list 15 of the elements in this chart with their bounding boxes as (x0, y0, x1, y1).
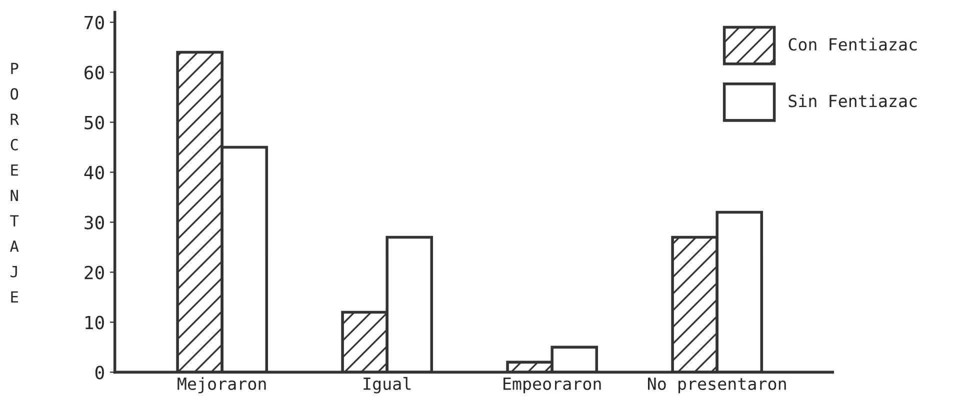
x-tick-label: Igual (364, 377, 411, 394)
legend-label: Sin Fentiazac (788, 94, 917, 108)
y-tick-label: 60 (84, 66, 104, 80)
y-tick-label: 20 (84, 266, 104, 280)
y-tick-label: 40 (84, 166, 104, 180)
x-tick-label: No presentaron (648, 378, 786, 394)
y-tick-label: 50 (84, 116, 104, 130)
y-tick-label: 70 (84, 16, 104, 30)
legend-label: Con Fentiazac (788, 38, 917, 51)
y-tick-label: 0 (95, 366, 104, 380)
x-tick-label: Mejoraron (178, 377, 266, 394)
y-tick-label: 10 (86, 316, 104, 330)
y-tick-label: 30 (84, 216, 104, 230)
text: PORCENTAJE (10, 62, 19, 303)
x-tick-label: Empeoraron (504, 378, 601, 394)
